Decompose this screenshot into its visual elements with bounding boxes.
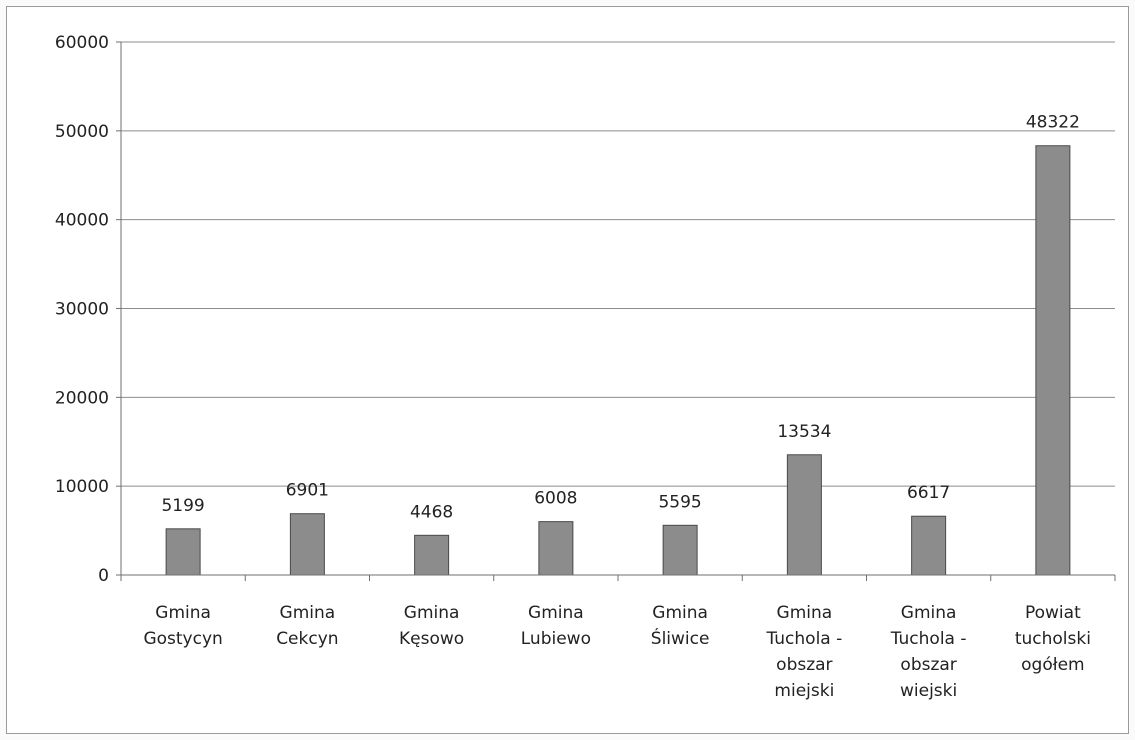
bar [165,528,201,576]
category-label-line: obszar [776,655,832,675]
category-label: Gmina Cekcyn [276,603,338,649]
category-label-line: Gmina [155,603,211,623]
category-label-line: obszar [900,655,956,675]
category-label: Gmina Kęsowo [399,603,464,649]
category-label-line: Śliwice [651,627,710,649]
bar [662,524,698,576]
category-label-line: Tuchola - [765,629,842,649]
category-label-line: ogółem [1021,655,1084,675]
category-label-line: Lubiewo [521,629,591,649]
y-tick-label: 50000 [55,122,109,142]
data-label: 5595 [658,492,701,512]
data-label: 4468 [410,502,453,522]
data-label: 6617 [907,483,950,503]
chart-frame: 0 10000 20000 30000 40000 50000 60000 5199 6901… [6,6,1129,734]
bar [786,454,822,576]
gridlines [121,41,1115,487]
data-label: 5199 [161,496,204,516]
category-label: Powiat tucholski ogółem [1015,603,1091,675]
category-label-line: wiejski [900,681,957,701]
category-label: Gmina Lubiewo [521,603,591,649]
data-label: 6901 [286,481,329,501]
category-label-line: Cekcyn [276,629,338,649]
category-label-line: miejski [774,681,834,701]
bar-chart: 0 10000 20000 30000 40000 50000 60000 5199 6901… [55,33,1116,701]
data-label: 48322 [1026,113,1080,133]
data-label: 6008 [534,489,577,509]
category-label-line: tucholski [1015,629,1091,649]
category-label-line: Gmina [280,603,336,623]
category-label-line: Gmina [901,603,957,623]
y-tick-label: 10000 [55,477,109,497]
category-label: Gmina Śliwice [651,603,710,649]
category-label-line: Powiat [1025,603,1081,623]
y-tick-label: 40000 [55,211,109,231]
bars [165,145,1071,576]
bar [1035,145,1071,576]
bar [911,515,947,576]
category-label-line: Gmina [528,603,584,623]
data-label: 13534 [777,422,831,442]
category-label-line: Kęsowo [399,629,464,649]
category-label-line: Gmina [404,603,460,623]
category-label-line: Gmina [777,603,833,623]
y-tick-label: 20000 [55,388,109,408]
category-label-line: Gmina [652,603,708,623]
y-tick-label: 30000 [55,300,109,320]
bar [289,513,325,576]
category-label-line: Tuchola - [890,629,967,649]
y-tick-label: 0 [98,566,109,586]
bar [538,521,574,576]
data-labels: 5199 6901 4468 6008 5595 13534 6617 48322 [161,113,1079,523]
category-label: Gmina Tuchola - obszar miejski [765,603,842,701]
category-label-line: Gostycyn [143,629,222,649]
y-tick-label: 60000 [55,33,109,53]
y-tick-labels: 0 10000 20000 30000 40000 50000 60000 [55,33,121,586]
category-label: Gmina Gostycyn [143,603,222,649]
category-label: Gmina Tuchola - obszar wiejski [890,603,967,701]
bar [414,534,450,576]
